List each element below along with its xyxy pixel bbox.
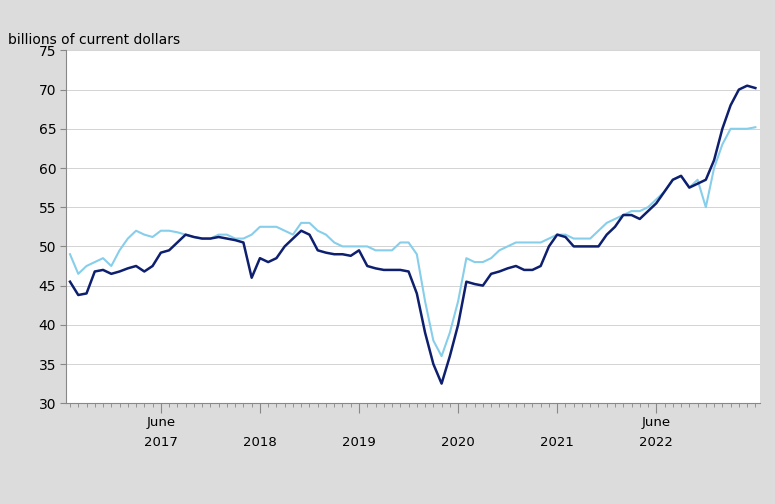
- Text: 2020: 2020: [441, 436, 475, 449]
- Text: 2021: 2021: [540, 436, 574, 449]
- Text: 2018: 2018: [243, 436, 277, 449]
- Text: billions of current dollars: billions of current dollars: [8, 33, 180, 47]
- Text: 2022: 2022: [639, 436, 673, 449]
- Text: 2017: 2017: [144, 436, 177, 449]
- Text: 2019: 2019: [342, 436, 376, 449]
- Text: June: June: [642, 416, 671, 429]
- Text: June: June: [146, 416, 175, 429]
